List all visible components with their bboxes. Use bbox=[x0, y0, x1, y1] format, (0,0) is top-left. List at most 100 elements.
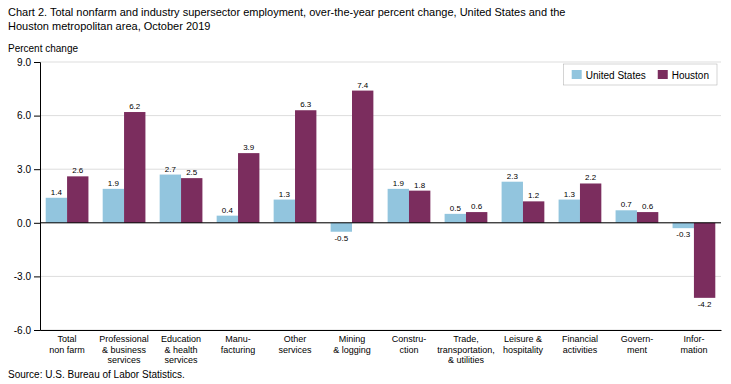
x-tick-label-line: activities bbox=[563, 345, 598, 355]
bar bbox=[523, 201, 544, 222]
y-tick-mark bbox=[34, 276, 40, 277]
data-label: 1.9 bbox=[108, 179, 120, 188]
data-label: -0.5 bbox=[334, 234, 348, 243]
bar bbox=[238, 153, 259, 223]
data-label: 1.2 bbox=[528, 191, 540, 200]
data-label: 0.4 bbox=[222, 206, 234, 215]
y-tick: -3.0 bbox=[14, 271, 40, 282]
y-axis-label: Percent change bbox=[8, 43, 78, 54]
y-tick-label: -3.0 bbox=[14, 271, 32, 282]
x-tick-label: Leisure &hospitality bbox=[503, 334, 544, 354]
y-axis: -6.0 -3.0 0.0 3.0 6.0 9.0 bbox=[14, 57, 41, 336]
x-tick-label-line: & logging bbox=[333, 345, 371, 355]
x-tick: Financialactivities bbox=[562, 334, 598, 354]
x-tick: Trade,transportation,& utilities bbox=[437, 334, 495, 365]
data-label: 1.3 bbox=[279, 190, 291, 199]
bar bbox=[502, 182, 523, 223]
y-tick: 0.0 bbox=[17, 218, 40, 229]
y-tick-label: 9.0 bbox=[17, 57, 31, 68]
grid-line bbox=[40, 222, 721, 223]
y-axis-line bbox=[34, 63, 41, 331]
x-tick-label-line: Financial bbox=[562, 334, 598, 344]
legend-frame bbox=[564, 64, 717, 85]
y-tick-mark bbox=[34, 330, 40, 331]
x-tick-label: Infor-mation bbox=[680, 334, 707, 354]
data-label: 1.3 bbox=[564, 190, 576, 199]
x-tick: Govern-ment bbox=[621, 334, 654, 354]
x-tick: Infor-mation bbox=[680, 334, 707, 354]
x-tick-label-line: Total bbox=[58, 334, 77, 344]
bar bbox=[124, 112, 145, 223]
series bbox=[67, 91, 715, 298]
x-tick-label: Trade,transportation,& utilities bbox=[437, 334, 495, 365]
bar bbox=[274, 200, 295, 223]
x-tick-label-line: Constru- bbox=[392, 334, 427, 344]
y-tick-mark bbox=[34, 223, 40, 224]
grid-line bbox=[40, 276, 721, 277]
bar bbox=[559, 200, 580, 223]
x-tick-label-line: facturing bbox=[221, 345, 256, 355]
x-tick: Manu-facturing bbox=[221, 334, 256, 354]
x-tick-label-line: Trade, bbox=[453, 334, 479, 344]
x-tick-label-line: Other bbox=[284, 334, 307, 344]
x-tick-label-line: Manu- bbox=[225, 334, 251, 344]
y-tick-label: 0.0 bbox=[17, 218, 31, 229]
grid bbox=[40, 62, 721, 330]
x-tick-label-line: & health bbox=[165, 345, 198, 355]
x-tick: Education& healthservices bbox=[161, 334, 201, 365]
bar bbox=[160, 175, 181, 223]
data-label: -0.3 bbox=[676, 230, 690, 239]
y-tick-label: 3.0 bbox=[17, 164, 31, 175]
x-tick: Otherservices bbox=[279, 334, 313, 354]
data-label: -4.2 bbox=[698, 300, 712, 309]
x-axis: Totalnon farm Professional& businessservi… bbox=[41, 331, 722, 366]
x-axis-line bbox=[41, 330, 722, 331]
legend-label: United States bbox=[586, 70, 646, 81]
x-tick-label: Govern-ment bbox=[621, 334, 654, 354]
bar bbox=[295, 110, 316, 223]
plot: -6.0 -3.0 0.0 3.0 6.0 9.0 Totalnon farm Profess… bbox=[14, 57, 722, 365]
data-label: 0.6 bbox=[471, 202, 483, 211]
x-tick-label-line: transportation, bbox=[437, 345, 495, 355]
bar bbox=[616, 210, 637, 223]
legend-label: Houston bbox=[672, 70, 709, 81]
title-line: Chart 2. Total nonfarm and industry supe… bbox=[8, 6, 565, 18]
bar bbox=[580, 183, 601, 222]
y-tick-label: -6.0 bbox=[14, 325, 32, 336]
bars bbox=[46, 91, 716, 298]
data-label: 6.3 bbox=[300, 100, 312, 109]
bar bbox=[673, 223, 694, 228]
grid-line bbox=[40, 62, 721, 63]
x-tick-label-line: Infor- bbox=[683, 334, 704, 344]
bar bbox=[217, 216, 238, 223]
y-tick-mark bbox=[34, 169, 40, 170]
x-tick-label: Otherservices bbox=[279, 334, 313, 354]
bar bbox=[466, 212, 487, 223]
x-tick: Leisure &hospitality bbox=[503, 334, 544, 354]
x-tick: Totalnon farm bbox=[49, 334, 85, 354]
bar bbox=[637, 212, 658, 223]
y-tick-mark bbox=[34, 62, 40, 63]
data-label: 2.2 bbox=[585, 173, 597, 182]
data-label: 1.4 bbox=[51, 188, 63, 197]
data-label: 6.2 bbox=[129, 102, 141, 111]
chart: Chart 2. Total nonfarm and industry supe… bbox=[0, 0, 731, 384]
y-tick: 9.0 bbox=[17, 57, 40, 68]
data-label: 2.6 bbox=[72, 166, 84, 175]
x-tick: Professional& businessservices bbox=[99, 334, 149, 365]
bar bbox=[103, 189, 124, 223]
bar bbox=[388, 189, 409, 223]
y-tick: 3.0 bbox=[17, 164, 40, 175]
data-label: 0.7 bbox=[621, 200, 633, 209]
x-tick-label: Financialactivities bbox=[562, 334, 598, 354]
grid-line bbox=[40, 330, 721, 331]
x-tick-label-line: Govern- bbox=[621, 334, 654, 344]
x-tick-label: Professional& businessservices bbox=[99, 334, 149, 365]
x-tick-label-line: services bbox=[279, 345, 313, 355]
x-tick-label-line: services bbox=[108, 355, 142, 365]
y-tick: 6.0 bbox=[17, 110, 40, 121]
y-tick: -6.0 bbox=[14, 325, 40, 336]
x-tick: Constru-ction bbox=[392, 334, 427, 354]
bar bbox=[331, 223, 352, 232]
x-tick-label-line: Education bbox=[161, 334, 201, 344]
